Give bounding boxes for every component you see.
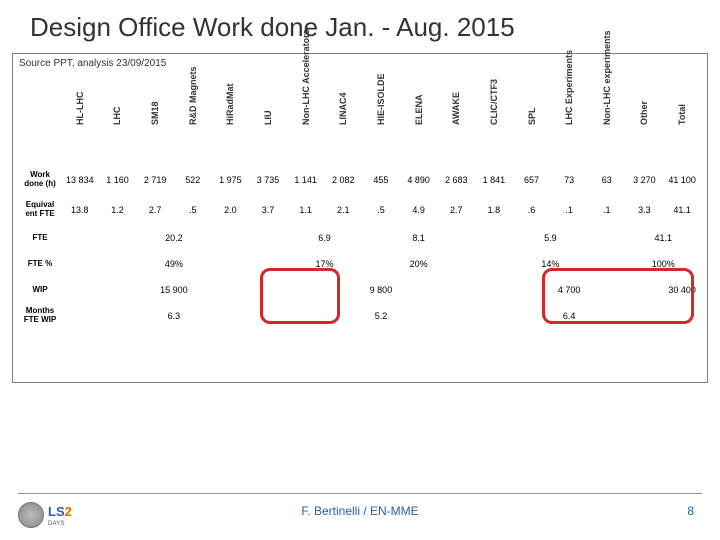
row-workdone: Work done (h)13 8341 1602 7195221 9753 7… xyxy=(19,165,701,195)
colhdr-14: Non-LHC experiments xyxy=(588,73,626,165)
cell-eqfte-15: 3.3 xyxy=(626,195,664,225)
logo-two: 2 xyxy=(65,504,72,519)
footer-page-number: 8 xyxy=(687,504,694,518)
cell-workdone-3: 522 xyxy=(174,165,212,195)
gcell-months-1: 5.2 xyxy=(287,303,475,329)
cell-eqfte-3: .5 xyxy=(174,195,212,225)
gcell-fte-4: 41.1 xyxy=(626,225,701,251)
cell-eqfte-11: 1.8 xyxy=(475,195,513,225)
logo-text: LS2 DAYS xyxy=(48,503,72,527)
gcell-fte-2: 8.1 xyxy=(362,225,475,251)
cell-eqfte-2: 2.7 xyxy=(136,195,174,225)
colhdr-3: R&D Magnets xyxy=(174,73,212,165)
gcell-months-2: 6.4 xyxy=(475,303,663,329)
cell-workdone-4: 1 975 xyxy=(212,165,250,195)
cell-workdone-13: 73 xyxy=(550,165,588,195)
colhdr-5: LIU xyxy=(249,73,287,165)
colhdr-13: LHC Experiments xyxy=(550,73,588,165)
row-months: Months FTE WIP6.35.26.4 xyxy=(19,303,701,329)
colhdr-11: CLIC/CTF3 xyxy=(475,73,513,165)
gcell-ftepct-0: 49% xyxy=(61,251,287,277)
row-eqfte: Equival ent FTE13.81.22.7.52.03.71.12.1.… xyxy=(19,195,701,225)
gcell-wip-2: 4 700 xyxy=(475,277,663,303)
work-table: HL-LHCLHCSM18R&D MagnetsHiRadMatLIUNon-L… xyxy=(19,73,701,329)
cell-eqfte-14: .1 xyxy=(588,195,626,225)
cell-workdone-12: 657 xyxy=(513,165,551,195)
cell-workdone-11: 1 841 xyxy=(475,165,513,195)
colhdr-12: SPL xyxy=(513,73,551,165)
row-ftepct: FTE %49%17%20%14%100% xyxy=(19,251,701,277)
cell-eqfte-9: 4.9 xyxy=(400,195,438,225)
page-title: Design Office Work done Jan. - Aug. 2015 xyxy=(0,0,720,49)
gcell-wip-3: 30 400 xyxy=(663,277,701,303)
table-header-row: HL-LHCLHCSM18R&D MagnetsHiRadMatLIUNon-L… xyxy=(19,73,701,165)
cell-workdone-2: 2 719 xyxy=(136,165,174,195)
colhdr-16: Total xyxy=(663,73,701,165)
cell-eqfte-4: 2.0 xyxy=(212,195,250,225)
cell-eqfte-1: 1.2 xyxy=(99,195,137,225)
cell-eqfte-12: .6 xyxy=(513,195,551,225)
gcell-wip-1: 9 800 xyxy=(287,277,475,303)
gcell-ftepct-3: 14% xyxy=(475,251,626,277)
colhdr-8: HIE-ISOLDE xyxy=(362,73,400,165)
colhdr-10: AWAKE xyxy=(437,73,475,165)
logo-badge-icon xyxy=(18,502,44,528)
rowlabel-ftepct: FTE % xyxy=(19,251,61,277)
rowlabel-fte: FTE xyxy=(19,225,61,251)
cell-workdone-10: 2 683 xyxy=(437,165,475,195)
colhdr-7: LINAC4 xyxy=(324,73,362,165)
gcell-months-0: 6.3 xyxy=(61,303,287,329)
gcell-ftepct-4: 100% xyxy=(626,251,701,277)
cell-workdone-1: 1 160 xyxy=(99,165,137,195)
gcell-ftepct-2: 20% xyxy=(362,251,475,277)
rowlabel-eqfte: Equival ent FTE xyxy=(19,195,61,225)
colhdr-1: LHC xyxy=(99,73,137,165)
cell-workdone-9: 4 890 xyxy=(400,165,438,195)
colhdr-9: ELENA xyxy=(400,73,438,165)
footer-divider xyxy=(18,493,702,494)
row-fte: FTE20.26.98.15.941.1 xyxy=(19,225,701,251)
colhdr-15: Other xyxy=(626,73,664,165)
logo: LS2 DAYS xyxy=(18,502,72,528)
cell-eqfte-16: 41.1 xyxy=(663,195,701,225)
source-label: Source PPT, analysis 23/09/2015 xyxy=(19,58,701,69)
cell-eqfte-6: 1.1 xyxy=(287,195,325,225)
gcell-months-3 xyxy=(663,303,701,329)
colhdr-6: Non-LHC Accelerators xyxy=(287,73,325,165)
rowlabel-months: Months FTE WIP xyxy=(19,303,61,329)
cell-eqfte-0: 13.8 xyxy=(61,195,99,225)
row-wip: WIP15 9009 8004 70030 400 xyxy=(19,277,701,303)
colhdr-0: HL-LHC xyxy=(61,73,99,165)
colhdr-2: SM18 xyxy=(136,73,174,165)
cell-eqfte-5: 3.7 xyxy=(249,195,287,225)
cell-workdone-14: 63 xyxy=(588,165,626,195)
rowlabel-wip: WIP xyxy=(19,277,61,303)
colhdr-4: HiRadMat xyxy=(212,73,250,165)
gcell-wip-0: 15 900 xyxy=(61,277,287,303)
gcell-fte-1: 6.9 xyxy=(287,225,362,251)
footer-author: F. Bertinelli / EN-MME xyxy=(0,504,720,518)
logo-sub: DAYS xyxy=(48,521,72,527)
cell-eqfte-10: 2.7 xyxy=(437,195,475,225)
cell-workdone-15: 3 270 xyxy=(626,165,664,195)
corner-cell xyxy=(19,73,61,165)
cell-workdone-0: 13 834 xyxy=(61,165,99,195)
cell-workdone-5: 3 735 xyxy=(249,165,287,195)
content-box: Source PPT, analysis 23/09/2015 HL-LHCLH… xyxy=(12,53,708,383)
gcell-fte-3: 5.9 xyxy=(475,225,626,251)
cell-workdone-8: 455 xyxy=(362,165,400,195)
gcell-ftepct-1: 17% xyxy=(287,251,362,277)
logo-ls: LS xyxy=(48,504,65,519)
cell-eqfte-13: .1 xyxy=(550,195,588,225)
cell-workdone-7: 2 082 xyxy=(324,165,362,195)
cell-eqfte-8: .5 xyxy=(362,195,400,225)
cell-eqfte-7: 2.1 xyxy=(324,195,362,225)
cell-workdone-6: 1 141 xyxy=(287,165,325,195)
cell-workdone-16: 41 100 xyxy=(663,165,701,195)
gcell-fte-0: 20.2 xyxy=(61,225,287,251)
rowlabel-workdone: Work done (h) xyxy=(19,165,61,195)
